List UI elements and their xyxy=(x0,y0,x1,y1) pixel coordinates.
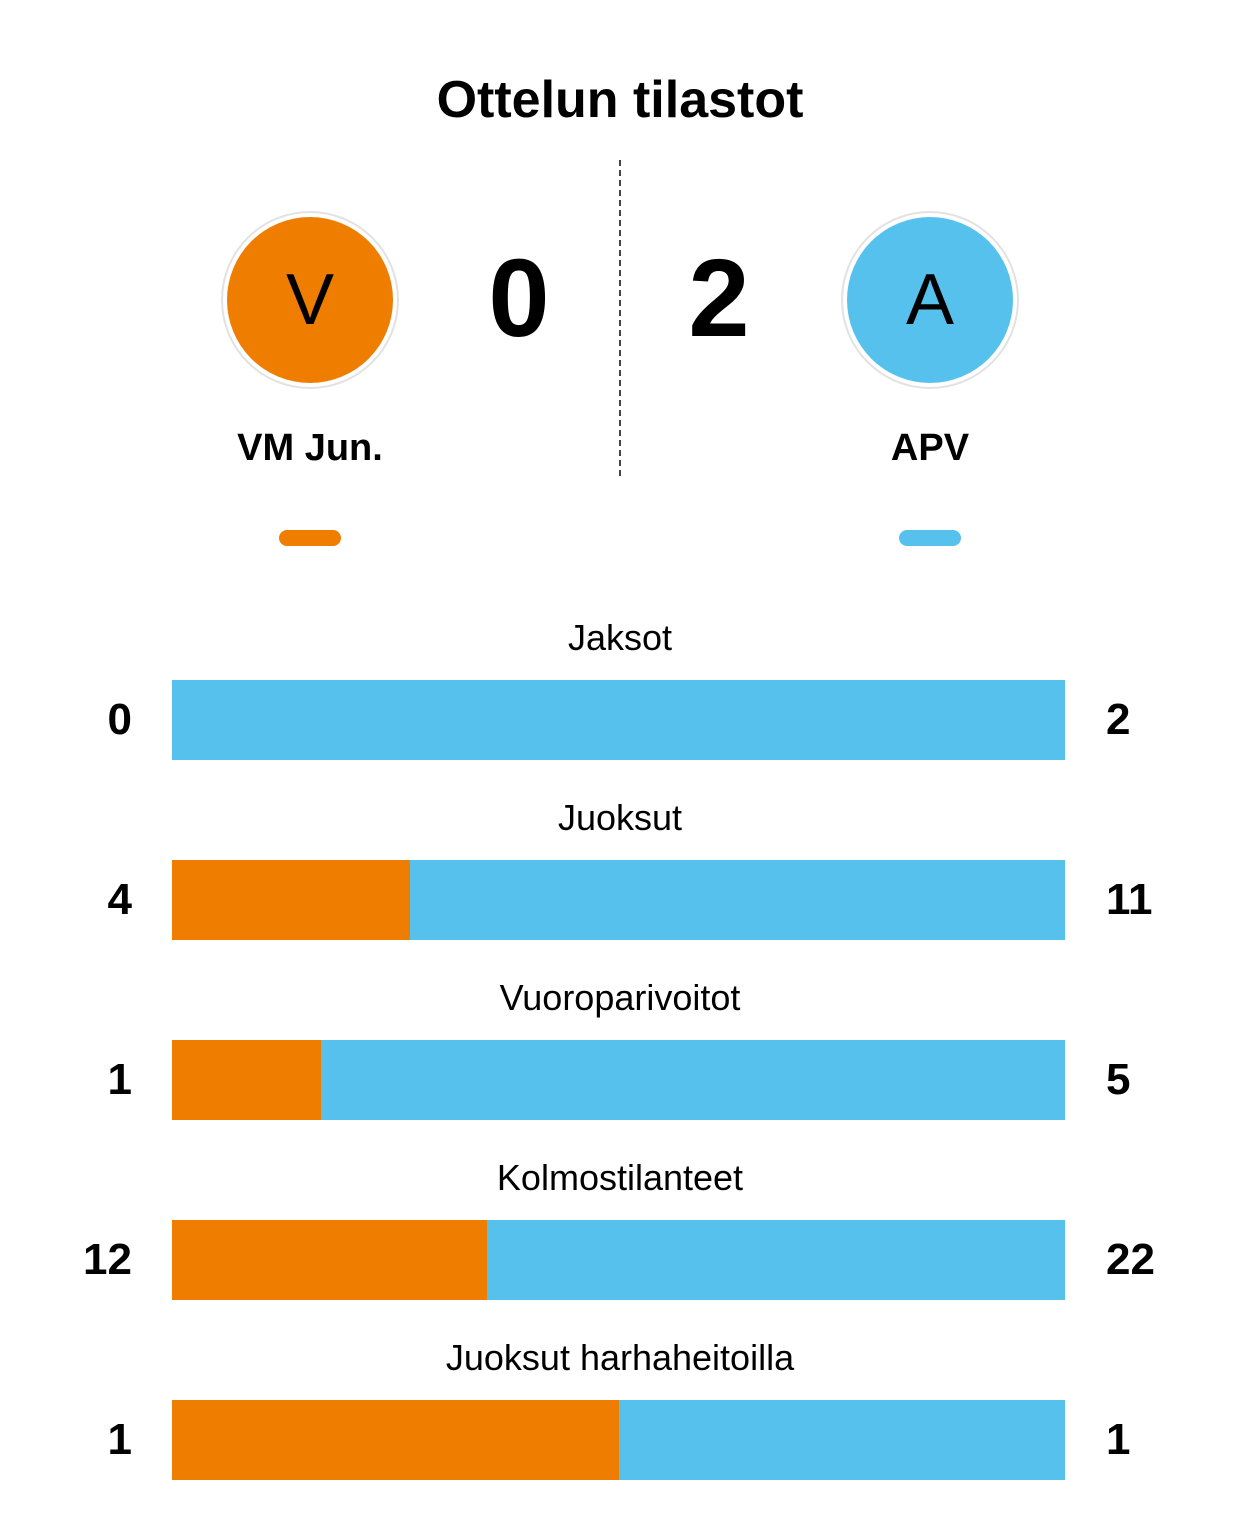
away-bar-segment xyxy=(172,680,1065,760)
home-stat-value: 4 xyxy=(107,875,132,924)
home-bar-segment xyxy=(172,1040,321,1120)
home-bar-segment xyxy=(172,1220,488,1300)
stat-label: Jaksot xyxy=(567,617,673,658)
stats-chart: Jaksot 0 2 Juoksut 4 11 Vuoroparivoitot 1 5 Kolmo… xyxy=(0,615,1240,1515)
away-score: 2 xyxy=(688,237,750,360)
stat-label: Vuoroparivoitot xyxy=(499,977,741,1018)
stat-row: Juoksut 4 11 xyxy=(0,795,1240,975)
away-bar-segment xyxy=(618,1400,1065,1480)
stat-bar xyxy=(172,1220,1065,1300)
away-bar-segment xyxy=(410,860,1065,940)
away-stat-value: 11 xyxy=(1106,875,1153,924)
away-stat-value: 1 xyxy=(1106,1415,1131,1464)
stat-row: Jaksot 0 2 xyxy=(0,615,1240,795)
stat-label: Kolmostilanteet xyxy=(496,1157,744,1198)
away-stat-value: 2 xyxy=(1106,695,1131,744)
stat-row: Kolmostilanteet 12 22 xyxy=(0,1155,1240,1335)
stat-label: Juoksut harhaheitoilla xyxy=(445,1337,795,1378)
home-legend-swatch xyxy=(279,530,341,546)
away-stat-value: 22 xyxy=(1106,1235,1155,1284)
stat-bar xyxy=(172,860,1065,940)
stat-label: Juoksut xyxy=(557,797,683,838)
stat-bar xyxy=(172,1040,1065,1120)
stat-row: Juoksut harhaheitoilla 1 1 xyxy=(0,1335,1240,1515)
away-legend-swatch xyxy=(899,530,961,546)
page-title: Ottelun tilastot xyxy=(436,71,804,129)
away-bar-segment xyxy=(487,1220,1065,1300)
stat-row: Vuoroparivoitot 1 5 xyxy=(0,975,1240,1155)
away-team-logo: A xyxy=(847,217,1013,383)
home-team-logo: V xyxy=(227,217,393,383)
stat-bar xyxy=(172,680,1065,760)
home-team-name: VM Jun. xyxy=(237,427,383,469)
home-bar-segment xyxy=(172,1400,619,1480)
home-score: 0 xyxy=(488,237,550,360)
home-stat-value: 1 xyxy=(107,1055,132,1104)
home-stat-value: 1 xyxy=(107,1415,132,1464)
home-stat-value: 12 xyxy=(83,1235,132,1284)
stat-bar xyxy=(172,1400,1065,1480)
away-bar-segment xyxy=(320,1040,1065,1120)
home-stat-value: 0 xyxy=(107,695,132,744)
away-team-name: APV xyxy=(890,427,970,469)
home-bar-segment xyxy=(172,860,411,940)
score-divider xyxy=(619,160,621,476)
away-stat-value: 5 xyxy=(1106,1055,1131,1104)
